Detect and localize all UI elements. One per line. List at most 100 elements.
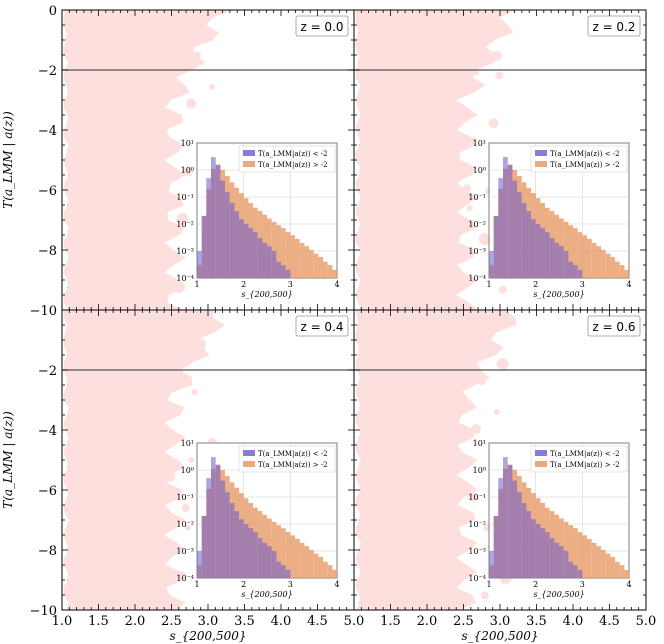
contour-outlier [160, 164, 169, 173]
inset-bar [276, 525, 281, 578]
inset-bar [587, 238, 592, 278]
inset-bar [498, 478, 503, 578]
panel-z2: 1 2 3 4 10⁻⁴ 10⁻³ 10⁻² 10⁻¹ 10⁰ 10¹ s_{200,500} T(a… [61, 309, 355, 611]
x-tick-label: 4.5 [599, 614, 620, 629]
contour-outlier [130, 370, 140, 381]
inset-bar [605, 553, 611, 578]
inset-x-tick-label: 2 [533, 580, 538, 589]
redshift-label-box: z = 0.0 [295, 15, 349, 37]
redshift-label: z = 0.6 [592, 320, 635, 334]
contour-outlier [429, 457, 440, 468]
inset-histogram: 1 2 3 4 10⁻⁴ 10⁻³ 10⁻² 10⁻¹ 10⁰ 10¹ s_{200,500} T(a… [468, 139, 631, 299]
inset-x-tick-label: 3 [288, 280, 293, 289]
inset-bar [610, 257, 615, 278]
inset-y-tick-label: 10⁻¹ [176, 193, 194, 202]
inset-x-tick-label: 2 [241, 280, 246, 289]
inset-bar [323, 261, 328, 278]
inset-bar [619, 265, 625, 278]
inset-bar [248, 528, 253, 578]
inset-bar [220, 180, 225, 278]
x-tick-label: 4.0 [563, 614, 584, 629]
inset-bar [215, 465, 221, 578]
contour-outlier [442, 557, 451, 566]
x-tick-label: 2.5 [161, 614, 182, 629]
inset-bar [596, 546, 601, 578]
inset-x-tick-label: 2 [533, 280, 538, 289]
contour-band-level-1 [63, 310, 225, 610]
contour-outlier [455, 375, 462, 382]
contour-outlier [183, 166, 193, 177]
legend-entry: T(a_LMM|a(z)) > -2 [258, 461, 328, 469]
inset-y-tick-label: 10⁻² [468, 520, 486, 529]
inset-bar [327, 565, 333, 578]
inset-bar [512, 480, 517, 578]
inset-x-tick-label: 4 [334, 580, 339, 589]
inset-bar [554, 542, 559, 578]
inset-bar [517, 192, 522, 278]
contour-outlier [428, 171, 434, 178]
y-tick-label: −2 [38, 64, 57, 79]
contour-outlier [167, 117, 174, 124]
inset-bar [281, 265, 286, 278]
x-tick-label: 3.0 [198, 614, 219, 629]
panel-ticks [353, 309, 647, 611]
contour-outlier [194, 338, 206, 351]
redshift-label: z = 0.0 [300, 20, 343, 34]
inset-bar [229, 503, 235, 578]
inset-bar [253, 232, 258, 278]
contour-outlier [450, 84, 461, 95]
inset-bar [591, 542, 597, 578]
inset-bar [545, 532, 550, 578]
contour-outlier [157, 232, 166, 241]
inset-bar [197, 251, 202, 278]
contour-outlier [452, 442, 459, 449]
inset-y-tick-label: 10⁻¹ [468, 493, 486, 502]
contour-outlier [152, 372, 165, 385]
contour-outlier [461, 538, 474, 551]
inset-bar [489, 251, 494, 278]
inset-bar [332, 569, 337, 578]
inset-bar [285, 569, 291, 578]
contour-outlier [178, 571, 187, 580]
inset-bar [507, 465, 513, 578]
legend-swatch [243, 450, 255, 456]
inset-y-tick-label: 10¹ [473, 139, 486, 148]
inset-bar [507, 165, 513, 278]
y-tick-label: −8 [38, 244, 57, 259]
y-tick-label: 0 [49, 4, 57, 19]
inset-bar [211, 157, 216, 278]
inset-x-label: s_{200,500} [533, 290, 584, 299]
inset-bar [582, 235, 587, 278]
inset-bar [271, 551, 277, 578]
legend-swatch [535, 161, 547, 167]
inset-bar [591, 242, 597, 278]
legend-entry: T(a_LMM|a(z)) < -2 [550, 150, 620, 158]
y-tick-label: −6 [38, 184, 57, 199]
legend-entry: T(a_LMM|a(z)) > -2 [258, 161, 328, 169]
inset-bar [225, 192, 230, 278]
inset-bar [225, 492, 230, 578]
inset-x-tick-label: 1 [194, 580, 199, 589]
redshift-label-box: z = 0.4 [295, 315, 349, 337]
inset-y-tick-label: 10⁻⁴ [176, 574, 194, 583]
legend-swatch [535, 450, 547, 456]
contour-outlier [155, 586, 168, 599]
inset-bar [498, 178, 503, 278]
inset-bar [276, 561, 281, 578]
inset-bar [531, 219, 536, 278]
x-tick-label: 1.5 [380, 614, 401, 629]
redshift-label: z = 0.4 [300, 320, 343, 334]
y-axis-label: T(a_LMM | a(z)) [1, 111, 15, 209]
contour-band-level-1 [355, 10, 517, 310]
contour-outlier [475, 18, 488, 31]
inset-y-tick-label: 10⁻³ [468, 547, 486, 556]
inset-bar [323, 561, 328, 578]
inset-bar [229, 203, 235, 278]
y-tick-label: −6 [38, 484, 57, 499]
inset-bar [615, 561, 620, 578]
inset-bar [309, 249, 314, 278]
inset-histogram: 1 2 3 4 10⁻⁴ 10⁻³ 10⁻² 10⁻¹ 10⁰ 10¹ s_{200,500} T(a… [468, 439, 631, 599]
inset-bar [526, 211, 531, 278]
y-tick-label: −2 [38, 364, 57, 379]
inset-bar [239, 219, 244, 278]
